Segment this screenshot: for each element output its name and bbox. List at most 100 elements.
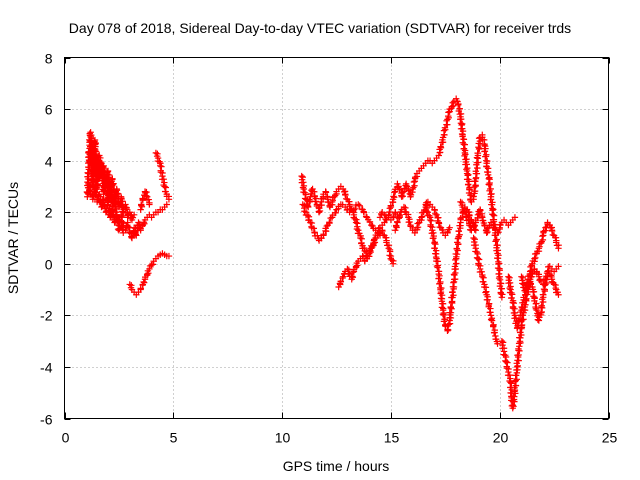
grid — [64, 57, 609, 419]
data-point — [453, 97, 461, 105]
data-point — [435, 275, 443, 282]
data-point — [118, 218, 126, 226]
x-tick-label: 15 — [384, 430, 400, 446]
data-point — [503, 364, 511, 372]
data-point — [511, 214, 519, 221]
y-tick-label: -6 — [40, 412, 53, 428]
data-point — [389, 260, 397, 267]
data-point — [548, 227, 556, 235]
data-point — [496, 267, 503, 274]
data-point — [387, 202, 395, 209]
data-point — [533, 307, 540, 314]
data-point — [109, 207, 116, 214]
data-point — [165, 252, 173, 260]
data-point — [555, 263, 562, 270]
data-point — [518, 303, 525, 311]
data-point — [494, 254, 501, 262]
data-point — [444, 326, 452, 334]
data-point — [344, 265, 351, 273]
data-point — [403, 182, 410, 190]
data-point — [509, 304, 517, 312]
data-point — [368, 243, 376, 251]
data-point — [139, 195, 146, 202]
data-point — [450, 271, 458, 278]
data-point — [390, 193, 397, 200]
x-tick-label: 10 — [275, 430, 291, 446]
data-point — [356, 202, 363, 209]
data-point — [361, 247, 368, 255]
data-point — [128, 233, 135, 241]
data-point — [433, 262, 441, 270]
data-point — [435, 152, 442, 159]
data-point — [85, 180, 92, 188]
axis-ticks: 0 5 10 15 20 25 -6 -4 -2 0 2 4 6 8 — [40, 51, 617, 446]
data-point — [86, 159, 94, 166]
data-points — [83, 95, 562, 412]
data-point — [460, 145, 467, 153]
data-point — [484, 296, 491, 303]
data-point — [391, 189, 398, 196]
data-point — [508, 294, 515, 302]
data-point — [437, 143, 444, 150]
data-point — [455, 228, 462, 235]
data-point — [445, 321, 452, 328]
data-point — [146, 201, 153, 208]
data-point — [504, 359, 511, 366]
data-point — [310, 225, 318, 232]
data-point — [120, 229, 127, 237]
data-point — [149, 261, 157, 268]
data-point — [485, 175, 493, 182]
data-point — [540, 277, 548, 284]
data-point — [346, 202, 353, 210]
data-point — [449, 99, 456, 106]
data-point — [165, 196, 173, 203]
data-point — [96, 159, 103, 166]
data-point — [104, 174, 112, 181]
data-point — [142, 192, 150, 199]
data-point — [509, 291, 516, 298]
data-point — [84, 169, 91, 176]
data-point — [498, 294, 506, 301]
data-point — [135, 219, 142, 226]
data-point — [484, 171, 492, 179]
data-point — [399, 189, 406, 196]
data-point — [439, 311, 447, 318]
y-tick-label: -4 — [40, 360, 53, 376]
data-point — [432, 210, 439, 218]
data-point — [539, 232, 546, 240]
data-point — [555, 291, 562, 298]
data-point — [490, 206, 497, 213]
data-point — [418, 214, 425, 221]
data-point — [516, 329, 524, 336]
data-point — [450, 279, 457, 286]
x-axis-label: GPS time / hours — [283, 458, 390, 474]
data-point — [486, 309, 493, 316]
data-point — [119, 226, 126, 233]
data-point — [457, 198, 464, 206]
data-point — [349, 269, 357, 276]
data-point — [464, 181, 472, 188]
data-point — [451, 263, 459, 270]
data-point — [518, 273, 525, 280]
data-point — [400, 203, 408, 211]
y-tick-label: 0 — [45, 257, 53, 273]
data-point — [477, 207, 484, 214]
data-point — [432, 250, 439, 257]
data-point — [513, 376, 521, 383]
data-point — [498, 337, 506, 345]
data-point — [461, 141, 468, 148]
data-point — [435, 220, 443, 227]
data-point — [490, 329, 498, 336]
data-point — [158, 163, 165, 170]
x-tick-label: 0 — [62, 430, 70, 446]
data-point — [465, 216, 472, 224]
data-point — [368, 221, 375, 229]
data-point — [515, 315, 523, 323]
data-point — [544, 268, 551, 275]
data-point — [145, 196, 152, 203]
data-point — [434, 264, 441, 271]
data-point — [392, 222, 400, 229]
data-point — [474, 149, 481, 157]
data-point — [385, 245, 392, 252]
